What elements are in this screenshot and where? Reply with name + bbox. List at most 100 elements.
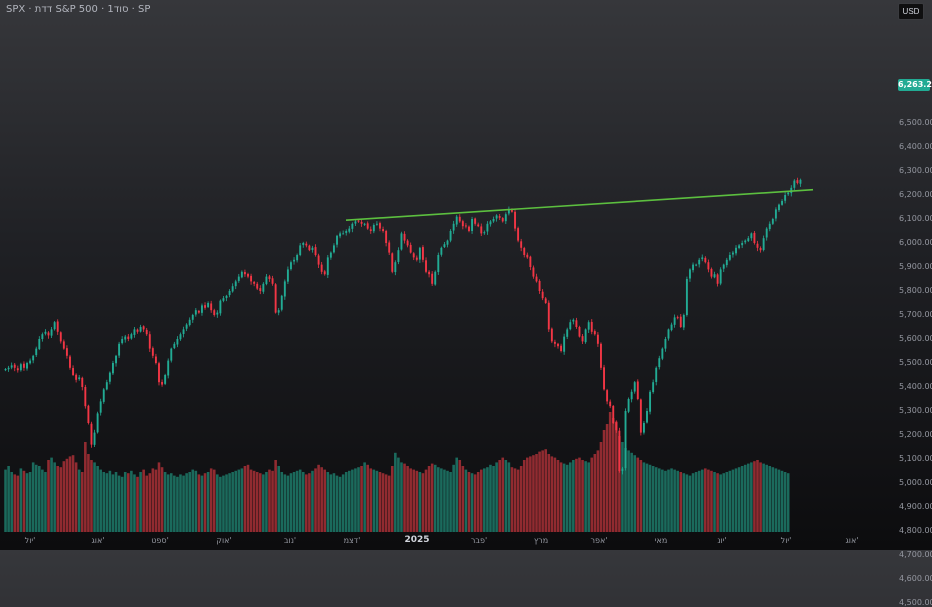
volume-bar <box>96 466 99 532</box>
candle-body <box>29 360 32 364</box>
currency-button[interactable]: USD <box>898 3 924 20</box>
volume-bar <box>375 470 379 532</box>
volume-bar <box>31 462 35 532</box>
candle-body <box>517 228 520 241</box>
price-axis-label: 5,700.00 <box>899 310 932 319</box>
candle-body <box>722 264 725 269</box>
volume-bar <box>581 460 584 532</box>
trendline[interactable] <box>345 188 814 221</box>
candle-body <box>290 262 292 270</box>
volume-bar <box>130 470 133 532</box>
volume-bar <box>667 469 670 532</box>
candle-body <box>191 315 194 320</box>
volume-bar <box>90 460 93 532</box>
candle-body <box>105 382 108 390</box>
volume-bar <box>713 472 716 532</box>
volume-bar <box>639 460 643 532</box>
candle-body <box>774 209 777 219</box>
candle-body <box>707 262 710 270</box>
candle-body <box>507 209 510 214</box>
candle-body <box>471 219 474 231</box>
volume-bar <box>522 460 526 532</box>
candle-body <box>446 240 449 245</box>
candle-body <box>142 326 145 330</box>
candle-body <box>480 226 483 234</box>
volume-bar <box>532 455 535 532</box>
chart-canvas[interactable] <box>0 0 932 550</box>
volume-bar <box>231 472 234 532</box>
candle-body <box>415 257 418 260</box>
candle-body <box>124 336 127 340</box>
candle-body <box>41 334 44 339</box>
price-axis-label: 6,500.00 <box>899 118 932 127</box>
volume-bar <box>68 456 72 532</box>
volume-bar <box>332 473 336 532</box>
candle-body <box>234 281 237 287</box>
volume-bar <box>535 454 538 532</box>
volume-bar <box>194 470 198 532</box>
volume-bar <box>111 474 115 532</box>
volume-bar <box>295 470 299 532</box>
volume-bar <box>237 469 241 532</box>
volume-bar <box>47 460 50 532</box>
candle-body <box>489 221 492 225</box>
volume-bar <box>394 452 397 532</box>
candle-body <box>69 356 71 368</box>
candle-body <box>305 243 308 246</box>
candle-body <box>320 264 323 272</box>
candle-body <box>649 391 652 412</box>
candle-body <box>323 271 326 275</box>
volume-bar <box>743 464 747 532</box>
volume-bar <box>624 448 627 532</box>
volume-bar <box>154 469 158 532</box>
candle-body <box>228 291 231 296</box>
volume-bar <box>753 461 756 532</box>
volume-bar <box>298 469 302 532</box>
volume-bar <box>157 462 161 532</box>
volume-bar <box>13 474 17 532</box>
volume-bar <box>771 467 775 532</box>
price-axis-label: 4,800.00 <box>899 526 932 535</box>
price-axis-label: 6,200.00 <box>899 190 932 199</box>
price-axis-label: 4,900.00 <box>899 502 932 511</box>
candle-body <box>351 223 354 229</box>
volume-bar <box>449 472 452 532</box>
volume-bar <box>286 475 290 532</box>
volume-bar <box>206 472 210 532</box>
candle-body <box>771 219 774 224</box>
volume-bar <box>783 472 787 532</box>
candle-body <box>112 363 114 374</box>
candle-body <box>501 218 504 222</box>
volume-bar <box>421 473 425 532</box>
price-axis-label: 4,500.00 <box>899 598 932 607</box>
volume-bar <box>685 474 689 532</box>
volume-bar <box>252 470 256 532</box>
candle-body <box>296 255 299 261</box>
candle-body <box>492 219 495 222</box>
volume-bar <box>550 456 554 532</box>
candle-body <box>418 247 421 260</box>
time-axis-label: מאי <box>654 536 668 545</box>
candle-body <box>185 324 188 329</box>
candle-body <box>302 243 305 245</box>
candle-body <box>382 229 385 231</box>
volume-bar <box>725 472 729 532</box>
candle-body <box>434 271 437 285</box>
volume-bar <box>225 474 228 532</box>
price-axis-label: 6,100.00 <box>899 214 932 223</box>
candle-body <box>685 279 688 315</box>
volume-bar <box>277 466 280 532</box>
candle-body <box>406 240 409 246</box>
volume-bar <box>430 463 434 532</box>
volume-bar <box>255 472 259 532</box>
volume-bar <box>483 468 486 532</box>
candle-body <box>102 389 105 402</box>
volume-bar <box>759 462 762 532</box>
volume-bar <box>117 475 121 532</box>
volume-bar <box>120 476 124 532</box>
candle-body <box>38 339 41 350</box>
candle-body <box>765 228 768 238</box>
volume-bar <box>498 460 501 532</box>
volume-bar <box>458 460 462 532</box>
candle-body <box>621 468 624 471</box>
